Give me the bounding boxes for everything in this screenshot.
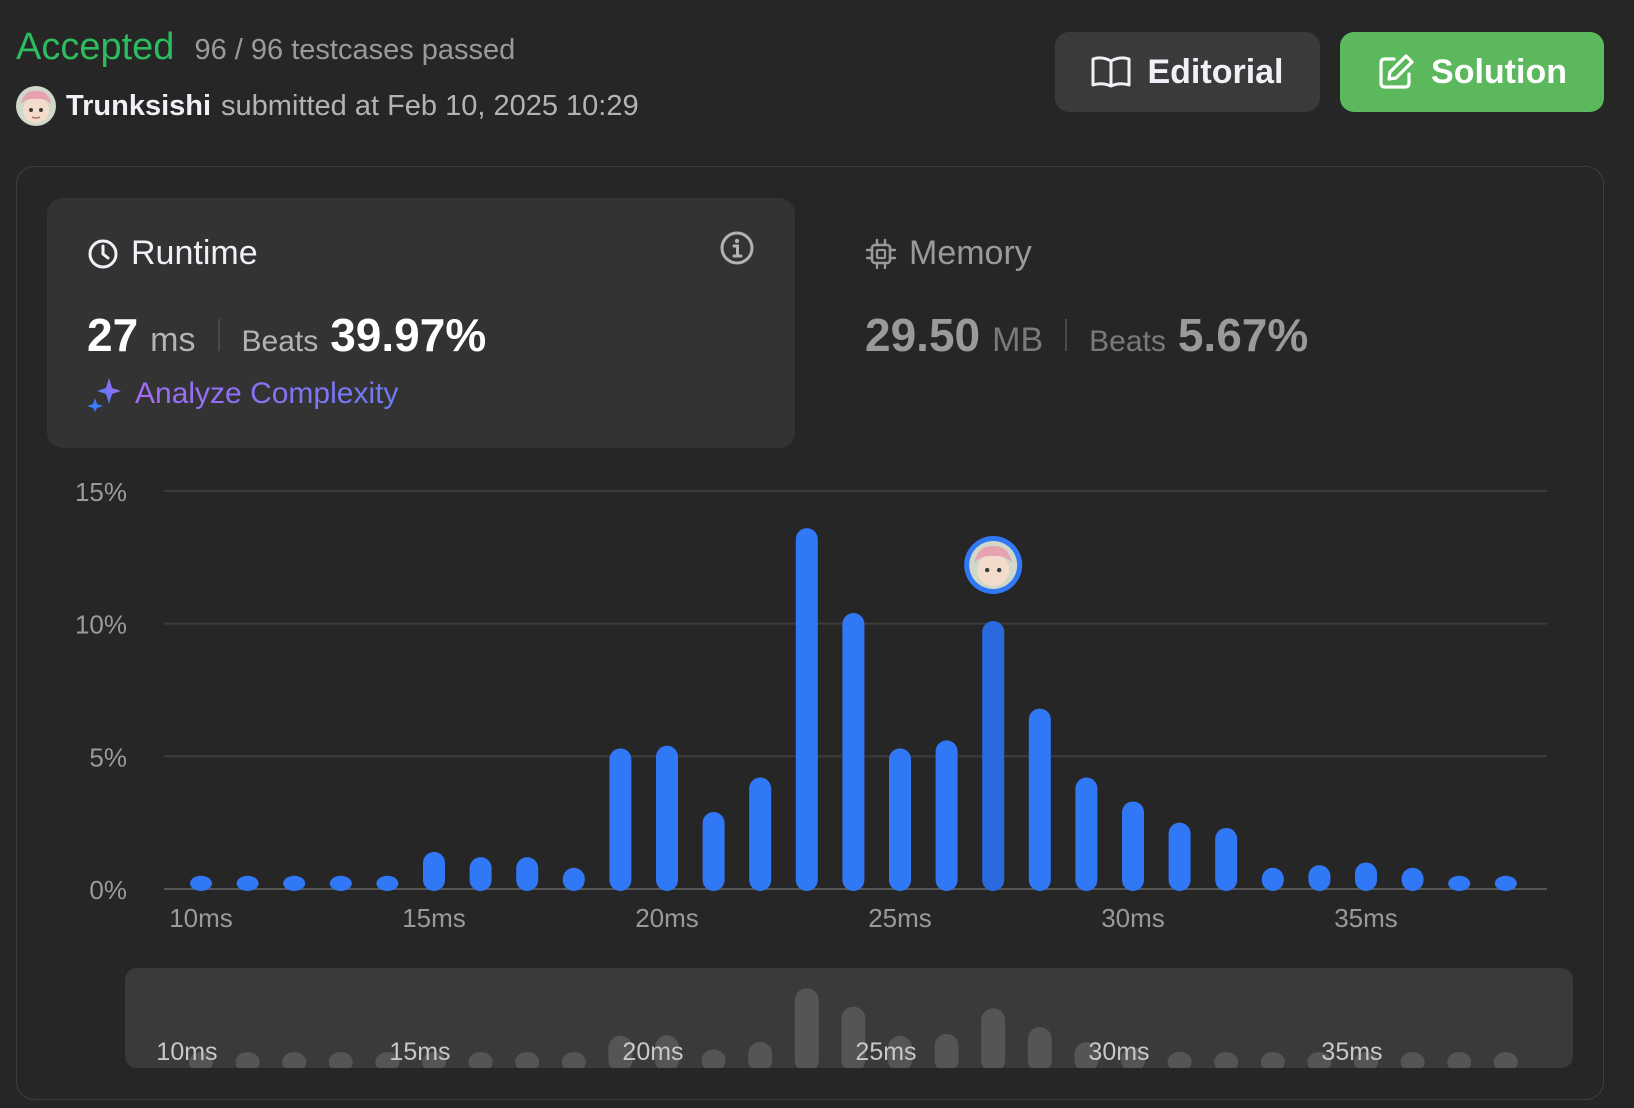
solution-button[interactable]: Solution	[1340, 32, 1604, 112]
runtime-value: 27	[87, 309, 139, 361]
mini-bar	[328, 1052, 353, 1068]
stats-panel	[16, 166, 1604, 1100]
mini-bar	[748, 1042, 773, 1068]
mini-bar	[1307, 1052, 1332, 1068]
divider	[217, 319, 220, 351]
divider	[1065, 319, 1068, 351]
mini-bar	[1121, 1047, 1145, 1068]
memory-unit: MB	[992, 321, 1044, 359]
mini-bar	[841, 1006, 866, 1068]
mini-bar	[1167, 1051, 1192, 1068]
mini-bar	[981, 1008, 1006, 1068]
mini-bar	[1447, 1052, 1472, 1068]
solution-label: Solution	[1431, 52, 1567, 91]
mini-bar	[515, 1052, 540, 1068]
memory-beats-label: Beats	[1089, 325, 1166, 358]
range-navigator[interactable]: 10ms 15ms 20ms 25ms 30ms 35ms	[125, 968, 1573, 1068]
mini-bar	[1354, 1052, 1378, 1068]
mini-bar	[235, 1052, 260, 1068]
runtime-title-row: Runtime	[87, 234, 258, 273]
mini-bar	[561, 1052, 586, 1068]
info-icon[interactable]	[719, 230, 755, 266]
mini-bar	[468, 1052, 493, 1068]
editorial-button[interactable]: Editorial	[1055, 32, 1320, 112]
mini-bar	[1400, 1052, 1425, 1068]
runtime-beats-label: Beats	[241, 325, 319, 358]
mini-bar	[1074, 1042, 1099, 1068]
username-link[interactable]: Trunksishi	[66, 89, 212, 122]
mini-bar	[1027, 1027, 1052, 1068]
runtime-metric: 27 ms Beats 39.97%	[87, 308, 486, 362]
status-accepted: Accepted	[16, 26, 175, 68]
mini-bar	[1493, 1052, 1518, 1068]
mini-bar	[422, 1052, 446, 1068]
memory-metric: 29.50 MB Beats 5.67%	[865, 308, 1308, 362]
runtime-title: Runtime	[131, 234, 258, 272]
mini-bar	[608, 1035, 633, 1068]
mini-bar	[701, 1049, 726, 1068]
mini-x-tick-label: 25ms	[855, 1038, 916, 1066]
runtime-unit: ms	[150, 321, 196, 359]
mini-x-tick-label: 10ms	[156, 1038, 217, 1066]
submitted-time: submitted at Feb 10, 2025 10:29	[221, 89, 639, 122]
memory-title-row: Memory	[865, 234, 1032, 273]
book-open-icon	[1091, 56, 1131, 88]
analyze-complexity-label: Analyze Complexity	[135, 377, 399, 410]
mini-bar	[375, 1052, 400, 1068]
mini-x-tick-label: 30ms	[1088, 1038, 1149, 1066]
mini-bar	[1260, 1052, 1285, 1068]
mini-bar	[282, 1052, 307, 1068]
chip-icon	[865, 238, 897, 269]
submitter-row: Trunksishi submitted at Feb 10, 2025 10:…	[16, 86, 639, 126]
memory-value: 29.50	[865, 309, 981, 361]
sparkle-icon	[87, 378, 121, 412]
mini-bar	[655, 1035, 679, 1068]
mini-bar	[189, 1052, 213, 1068]
testcases-passed: 96 / 96 testcases passed	[194, 34, 516, 66]
mini-x-tick-label: 20ms	[622, 1038, 683, 1066]
mini-bar	[934, 1034, 959, 1068]
mini-x-tick-label: 35ms	[1321, 1038, 1382, 1066]
result-header: Accepted 96 / 96 testcases passed Trunks…	[16, 22, 1634, 132]
clock-icon	[88, 239, 118, 268]
runtime-beats-percent: 39.97%	[330, 309, 487, 361]
memory-card[interactable]: Memory 29.50 MB Beats 5.67%	[825, 198, 1573, 448]
mini-x-tick-label: 15ms	[389, 1038, 450, 1066]
edit-icon	[1379, 54, 1414, 89]
user-avatar[interactable]	[16, 86, 56, 126]
memory-beats-percent: 5.67%	[1177, 309, 1309, 361]
status-row: Accepted 96 / 96 testcases passed	[16, 26, 515, 69]
analyze-complexity-link[interactable]: Analyze Complexity	[87, 376, 398, 412]
memory-title: Memory	[909, 234, 1032, 272]
runtime-card[interactable]: Runtime 27 ms Beats 39.97% Analyze Compl…	[47, 198, 795, 448]
mini-bar	[1214, 1052, 1239, 1068]
mini-bar	[888, 1035, 912, 1068]
editorial-label: Editorial	[1147, 52, 1284, 91]
mini-bar	[794, 988, 819, 1068]
